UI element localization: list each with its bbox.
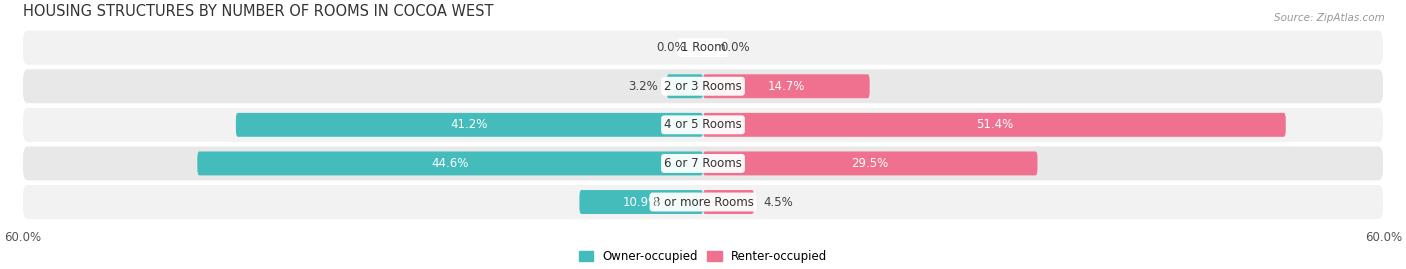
Text: 0.0%: 0.0%	[720, 41, 749, 54]
Text: HOUSING STRUCTURES BY NUMBER OF ROOMS IN COCOA WEST: HOUSING STRUCTURES BY NUMBER OF ROOMS IN…	[22, 4, 494, 19]
FancyBboxPatch shape	[22, 185, 1384, 219]
FancyBboxPatch shape	[22, 146, 1384, 180]
FancyBboxPatch shape	[703, 151, 1038, 175]
FancyBboxPatch shape	[703, 74, 870, 98]
Text: 8 or more Rooms: 8 or more Rooms	[652, 196, 754, 208]
FancyBboxPatch shape	[703, 190, 754, 214]
Text: 14.7%: 14.7%	[768, 80, 806, 93]
FancyBboxPatch shape	[703, 113, 1285, 137]
Text: 0.0%: 0.0%	[657, 41, 686, 54]
FancyBboxPatch shape	[236, 113, 703, 137]
Legend: Owner-occupied, Renter-occupied: Owner-occupied, Renter-occupied	[579, 250, 827, 263]
Text: 1 Room: 1 Room	[681, 41, 725, 54]
Text: 4 or 5 Rooms: 4 or 5 Rooms	[664, 118, 742, 131]
FancyBboxPatch shape	[22, 108, 1384, 142]
Text: 10.9%: 10.9%	[623, 196, 659, 208]
FancyBboxPatch shape	[579, 190, 703, 214]
Text: 51.4%: 51.4%	[976, 118, 1012, 131]
Text: 6 or 7 Rooms: 6 or 7 Rooms	[664, 157, 742, 170]
Text: 44.6%: 44.6%	[432, 157, 468, 170]
Text: 3.2%: 3.2%	[628, 80, 658, 93]
Text: 29.5%: 29.5%	[852, 157, 889, 170]
Text: 41.2%: 41.2%	[451, 118, 488, 131]
Text: 2 or 3 Rooms: 2 or 3 Rooms	[664, 80, 742, 93]
Text: 4.5%: 4.5%	[763, 196, 793, 208]
FancyBboxPatch shape	[197, 151, 703, 175]
FancyBboxPatch shape	[22, 69, 1384, 103]
FancyBboxPatch shape	[666, 74, 703, 98]
FancyBboxPatch shape	[22, 31, 1384, 65]
Text: Source: ZipAtlas.com: Source: ZipAtlas.com	[1274, 13, 1385, 23]
